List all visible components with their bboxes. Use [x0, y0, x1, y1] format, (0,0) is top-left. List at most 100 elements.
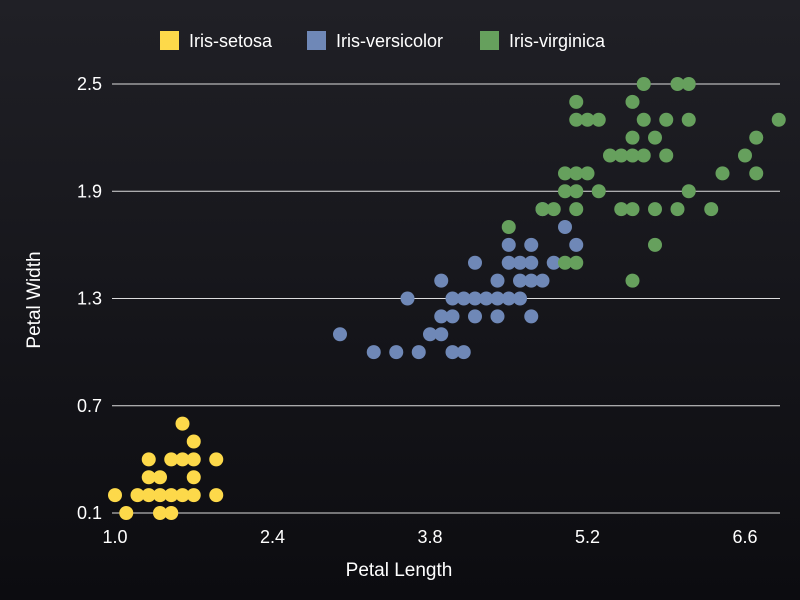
- x-tick-label: 3.8: [417, 527, 442, 547]
- data-point: [603, 148, 617, 163]
- data-point: [648, 237, 662, 252]
- data-point: [141, 488, 156, 503]
- y-tick-label: 1.9: [77, 181, 102, 201]
- data-point: [648, 130, 662, 145]
- data-point: [456, 345, 471, 360]
- y-tick-label: 0.1: [77, 503, 102, 523]
- data-point: [524, 309, 539, 324]
- data-point: [636, 148, 651, 163]
- data-point: [659, 112, 674, 127]
- data-point: [175, 416, 190, 431]
- data-point: [636, 77, 651, 91]
- data-point: [569, 237, 584, 252]
- data-point: [569, 184, 584, 199]
- data-point: [569, 255, 584, 270]
- x-tick-label: 1.0: [102, 527, 127, 547]
- y-tick-label: 0.7: [77, 396, 102, 416]
- x-axis-ticks: 1.0 2.4 3.8 5.2 6.6: [102, 527, 757, 547]
- data-point: [513, 273, 527, 288]
- data-point: [738, 148, 752, 163]
- y-tick-label: 1.3: [77, 289, 102, 309]
- data-point: [366, 345, 381, 360]
- data-point: [164, 506, 179, 520]
- data-point: [108, 488, 122, 503]
- data-point: [749, 166, 764, 181]
- data-point: [513, 255, 527, 270]
- data-point: [591, 112, 606, 127]
- data-points: [108, 77, 786, 520]
- y-tick-label: 2.5: [77, 74, 102, 94]
- data-point: [569, 94, 584, 109]
- legend-label: Iris-virginica: [509, 31, 606, 51]
- data-point: [648, 202, 662, 217]
- x-tick-label: 6.6: [732, 527, 757, 547]
- data-point: [513, 291, 527, 306]
- data-point: [569, 166, 584, 181]
- data-point: [625, 202, 640, 217]
- data-point: [681, 184, 696, 199]
- data-point: [175, 452, 190, 467]
- data-point: [625, 273, 640, 288]
- data-point: [490, 309, 505, 324]
- data-point: [209, 452, 224, 467]
- data-point: [468, 291, 482, 306]
- data-point: [501, 237, 516, 252]
- data-point: [546, 202, 561, 217]
- data-point: [569, 112, 584, 127]
- data-point: [580, 166, 595, 181]
- data-point: [535, 202, 550, 217]
- data-point: [490, 273, 505, 288]
- data-point: [130, 488, 145, 503]
- data-point: [333, 327, 347, 342]
- data-point: [119, 506, 134, 520]
- legend-swatch: [160, 31, 179, 50]
- data-point: [670, 202, 685, 217]
- data-point: [153, 470, 167, 485]
- data-point: [558, 166, 572, 181]
- data-point: [389, 345, 404, 360]
- data-point: [434, 309, 449, 324]
- data-point: [456, 291, 471, 306]
- x-axis-title: Petal Length: [346, 560, 453, 581]
- data-point: [164, 452, 179, 467]
- data-point: [468, 309, 482, 324]
- data-point: [591, 184, 606, 199]
- data-point: [558, 220, 572, 234]
- legend-swatch: [307, 31, 326, 50]
- data-point: [423, 327, 437, 342]
- x-tick-label: 2.4: [260, 527, 285, 547]
- data-point: [704, 202, 719, 217]
- data-point: [153, 488, 167, 503]
- legend-label: Iris-versicolor: [336, 31, 443, 51]
- data-point: [524, 255, 539, 270]
- data-point: [490, 291, 505, 306]
- data-point: [771, 112, 786, 127]
- legend-swatch: [480, 31, 499, 50]
- data-point: [445, 309, 460, 324]
- data-point: [501, 291, 516, 306]
- data-point: [715, 166, 730, 181]
- data-point: [614, 202, 629, 217]
- data-point: [468, 255, 482, 270]
- data-point: [681, 77, 696, 91]
- data-point: [659, 148, 674, 163]
- data-point: [569, 202, 584, 217]
- data-point: [209, 488, 224, 503]
- data-point: [186, 488, 201, 503]
- data-point: [614, 148, 629, 163]
- data-point: [434, 327, 449, 342]
- data-point: [558, 184, 572, 199]
- data-point: [175, 488, 190, 503]
- legend: Iris-setosa Iris-versicolor Iris-virginica: [160, 31, 606, 51]
- data-point: [186, 434, 201, 449]
- data-point: [434, 273, 449, 288]
- data-point: [141, 452, 156, 467]
- data-point: [546, 255, 561, 270]
- data-point: [524, 273, 539, 288]
- data-point: [558, 255, 572, 270]
- data-point: [501, 255, 516, 270]
- data-point: [400, 291, 415, 306]
- data-point: [186, 470, 201, 485]
- data-point: [625, 148, 640, 163]
